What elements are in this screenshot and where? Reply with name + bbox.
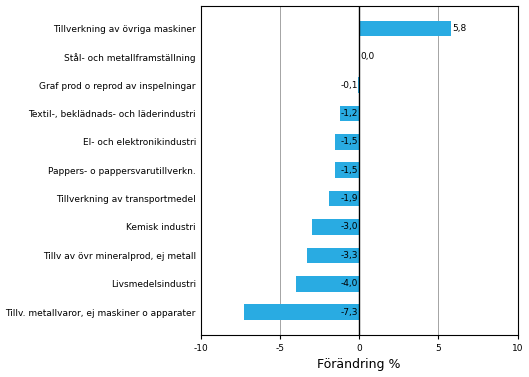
Text: -1,5: -1,5 bbox=[340, 166, 358, 175]
Bar bbox=[335, 134, 359, 150]
Text: 5,8: 5,8 bbox=[453, 24, 467, 33]
Bar bbox=[359, 20, 451, 36]
Text: -3,3: -3,3 bbox=[340, 251, 358, 260]
Text: -1,2: -1,2 bbox=[340, 109, 358, 118]
Text: -3,0: -3,0 bbox=[340, 222, 358, 231]
Text: -4,0: -4,0 bbox=[340, 279, 358, 288]
X-axis label: Förändring %: Förändring % bbox=[317, 359, 401, 371]
Bar bbox=[296, 276, 359, 291]
Text: -1,9: -1,9 bbox=[340, 194, 358, 203]
Bar bbox=[243, 304, 359, 320]
Bar bbox=[312, 219, 359, 235]
Bar bbox=[335, 162, 359, 178]
Bar bbox=[307, 248, 359, 263]
Text: -1,5: -1,5 bbox=[340, 137, 358, 146]
Bar bbox=[329, 191, 359, 206]
Text: 0,0: 0,0 bbox=[361, 52, 375, 61]
Text: -7,3: -7,3 bbox=[340, 308, 358, 317]
Bar bbox=[358, 77, 359, 93]
Bar bbox=[340, 106, 359, 121]
Text: -0,1: -0,1 bbox=[340, 81, 358, 90]
